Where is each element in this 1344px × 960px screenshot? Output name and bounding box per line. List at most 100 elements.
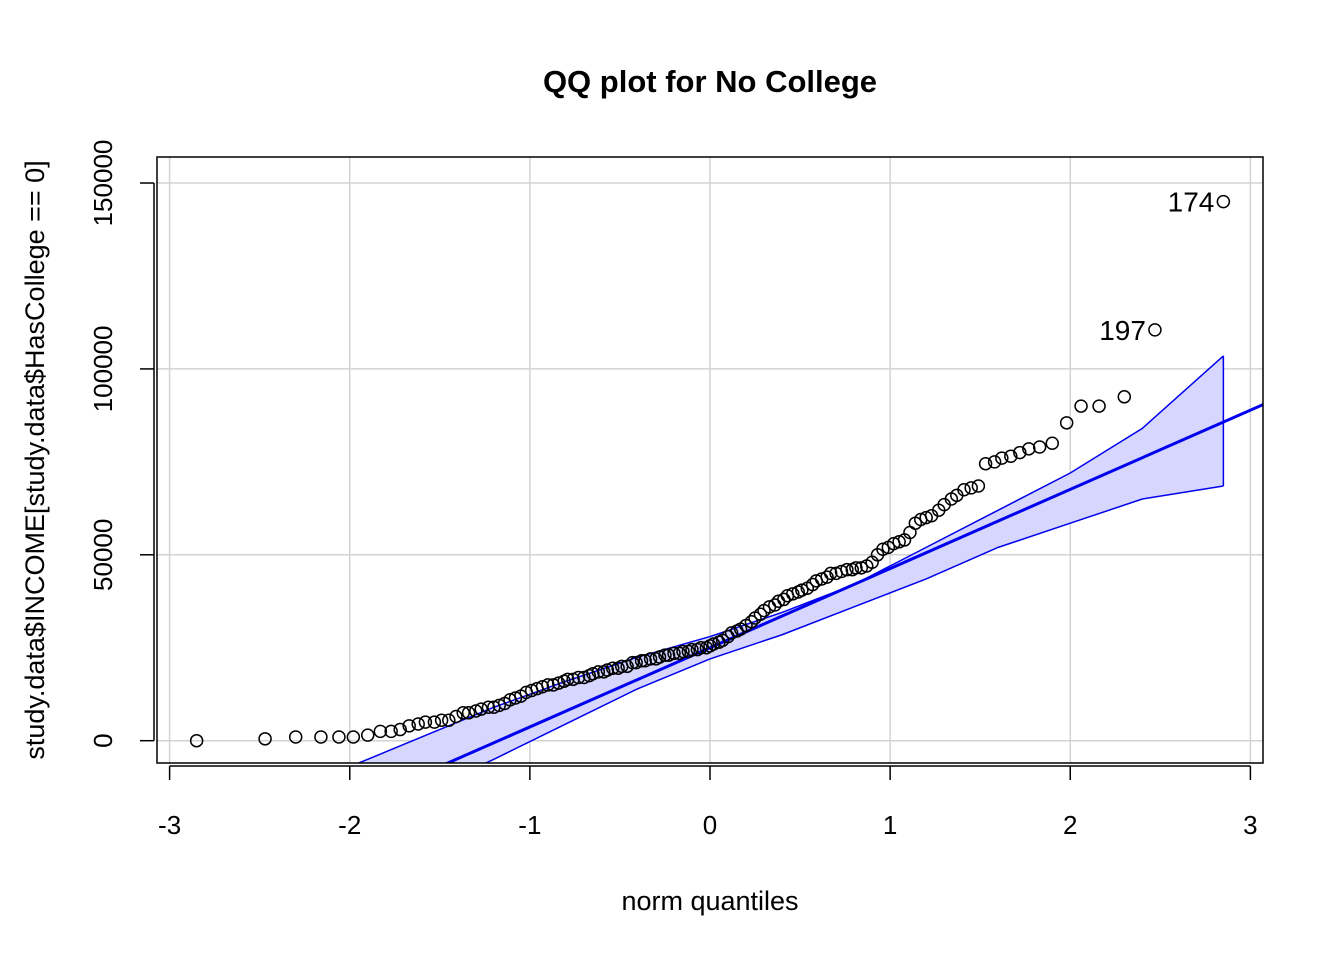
x-tick-label: -2 (338, 810, 361, 840)
data-point (189, 733, 204, 748)
data-point (823, 566, 838, 581)
data-point (971, 479, 986, 493)
data-point (638, 654, 652, 668)
data-point (577, 670, 591, 685)
data-point (373, 724, 388, 739)
data-point (1045, 436, 1059, 451)
data-point (418, 715, 433, 729)
data-point (258, 732, 272, 746)
data-point (508, 691, 523, 705)
data-point (361, 728, 375, 742)
data-point (625, 655, 640, 670)
data-point (1059, 416, 1074, 430)
y-tick-label: 150000 (88, 140, 118, 227)
data-point (753, 607, 768, 622)
data-point (551, 676, 566, 690)
point-label-174: 174 (1168, 187, 1215, 218)
data-point (1117, 390, 1132, 404)
x-axis-label: norm quantiles (621, 886, 798, 916)
x-tick-label: 2 (1063, 810, 1077, 840)
data-point (840, 562, 854, 577)
data-point (987, 455, 1002, 469)
data-point (1013, 445, 1027, 460)
data-point (402, 719, 416, 733)
data-point (1004, 449, 1018, 464)
data-point (876, 542, 890, 556)
y-tick-label: 0 (88, 733, 118, 747)
data-point (332, 730, 346, 744)
data-point (724, 626, 739, 640)
data-point (605, 661, 620, 675)
data-point (1148, 323, 1162, 337)
point-annotations: 174 197 (1099, 187, 1214, 346)
data-point (629, 655, 643, 670)
data-point (427, 715, 442, 729)
data-point (456, 706, 470, 720)
data-point (744, 614, 759, 629)
data-point (849, 561, 863, 575)
data-point (1022, 442, 1036, 456)
data-point (786, 587, 800, 601)
y-tick-label: 50000 (88, 519, 118, 591)
data-point (571, 670, 586, 685)
data-point (288, 730, 303, 744)
x-tick-label: -3 (158, 810, 181, 840)
data-point (449, 709, 463, 724)
data-point (643, 652, 658, 666)
y-axis: 0 50000 100000 150000 (88, 140, 155, 748)
data-point (661, 648, 676, 662)
x-axis: -3 -2 -1 0 1 2 3 (158, 765, 1258, 840)
data-point (978, 456, 993, 471)
y-axis-label: study.data$INCOME[study.data$HasCollege … (20, 160, 50, 759)
data-point (314, 730, 328, 744)
data-point (706, 637, 721, 651)
x-tick-label: 1 (883, 810, 897, 840)
data-point (586, 667, 600, 681)
data-point (667, 646, 681, 661)
data-point (600, 663, 615, 677)
data-point (541, 678, 555, 692)
data-point (1092, 399, 1106, 413)
data-point (492, 698, 506, 713)
reference-line (444, 402, 1263, 763)
data-point (535, 680, 550, 694)
data-point (834, 564, 849, 579)
grid-lines (157, 157, 1263, 763)
data-point (560, 672, 575, 687)
data-point (1032, 440, 1047, 454)
data-point (685, 642, 699, 657)
data-point (694, 640, 708, 655)
data-point (652, 650, 667, 664)
data-point (854, 561, 869, 575)
data-point (658, 648, 672, 662)
qq-reference-line (444, 402, 1263, 763)
data-point (676, 644, 690, 659)
point-label-197: 197 (1099, 315, 1146, 346)
x-tick-label: 0 (703, 810, 717, 840)
data-point (474, 702, 488, 716)
data-point (346, 730, 361, 744)
envelope-lower-line (484, 485, 1224, 763)
data-point (795, 583, 809, 597)
data-point (591, 665, 606, 679)
data-point (964, 481, 978, 495)
data-point (892, 535, 906, 549)
y-tick-label: 100000 (88, 326, 118, 413)
data-point (566, 672, 580, 687)
data-point (919, 510, 933, 525)
data-point (995, 451, 1009, 465)
sample-points (189, 194, 1231, 748)
data-point (1216, 194, 1231, 209)
data-point (469, 704, 483, 718)
data-point (442, 713, 456, 727)
data-point (461, 706, 476, 720)
data-point (820, 570, 834, 584)
data-point (957, 482, 971, 497)
data-point (384, 724, 398, 739)
x-tick-label: 3 (1243, 810, 1257, 840)
plot-frame (156, 156, 1264, 764)
data-point (481, 700, 496, 714)
data-point (1074, 399, 1088, 413)
envelope-upper-line (356, 355, 1224, 763)
